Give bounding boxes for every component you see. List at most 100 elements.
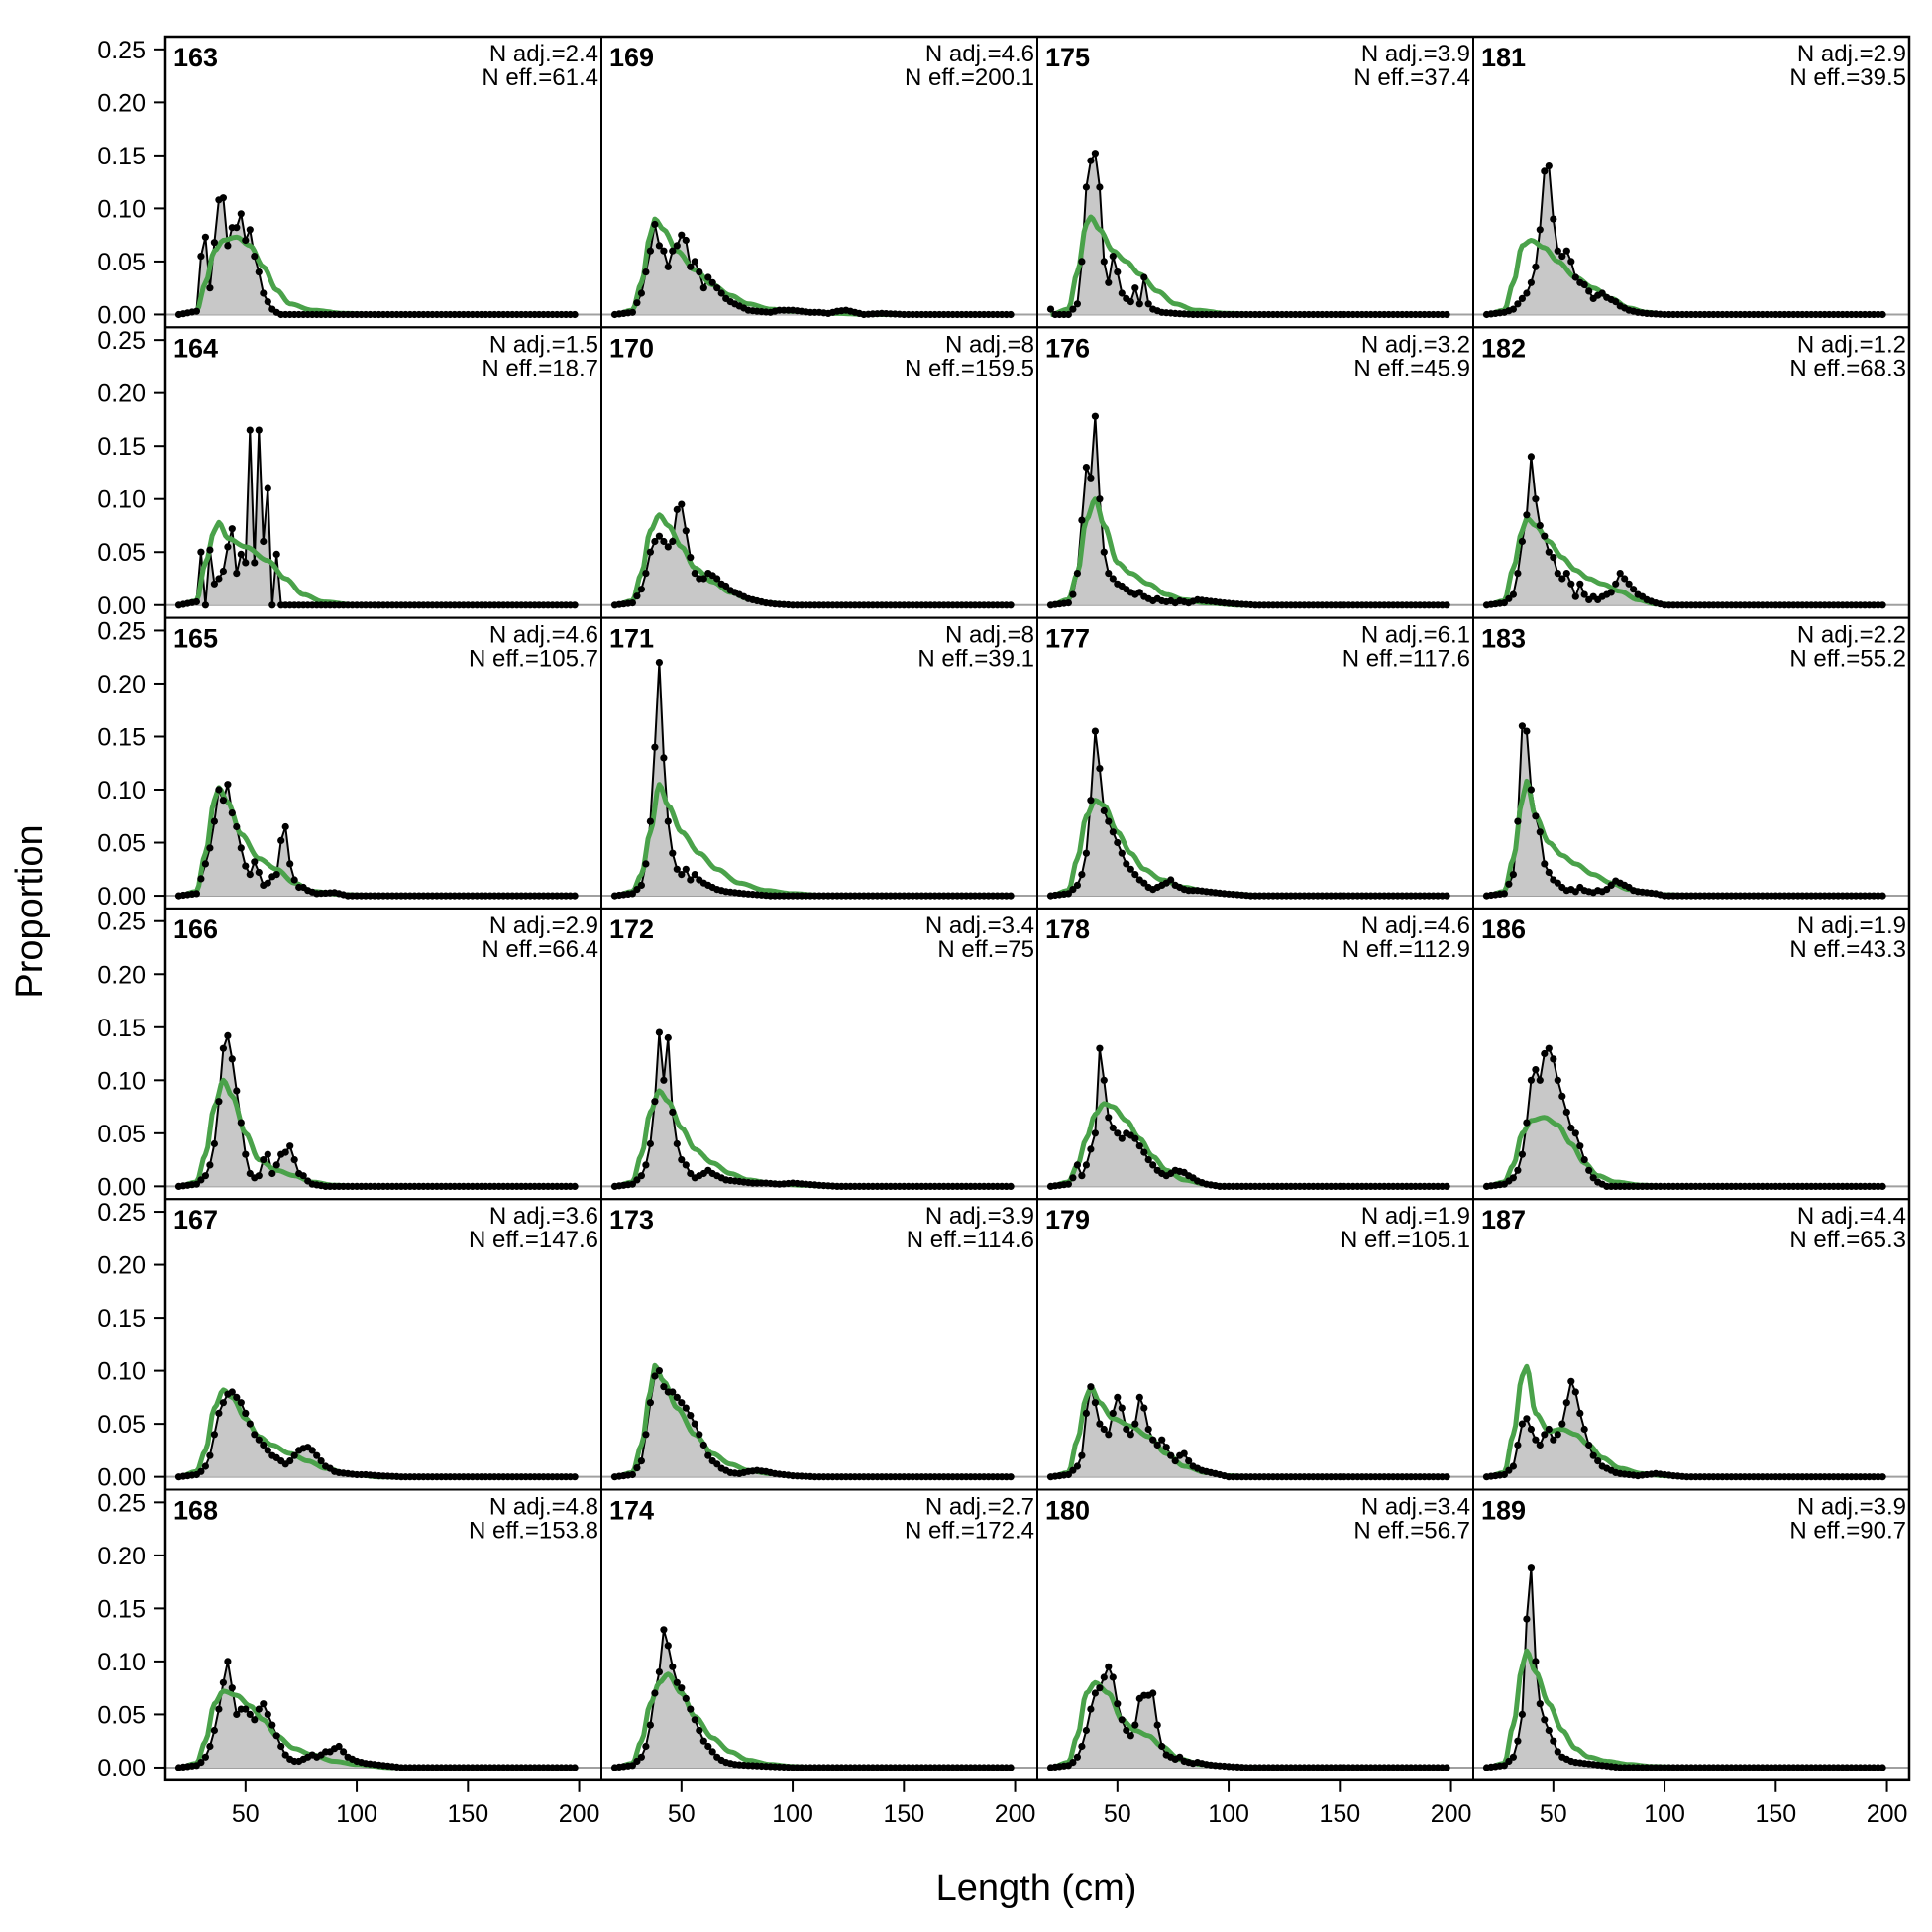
observed-area bbox=[1050, 1666, 1448, 1768]
observed-point bbox=[1131, 1721, 1139, 1729]
observed-point bbox=[1171, 1457, 1179, 1465]
observed-point bbox=[1153, 1441, 1161, 1449]
n-adj-label: N adj.=3.4 bbox=[1361, 1494, 1470, 1521]
observed-point bbox=[1118, 289, 1126, 297]
observed-point bbox=[664, 1642, 672, 1650]
observed-point bbox=[1514, 817, 1522, 825]
observed-point bbox=[682, 1694, 690, 1702]
observed-area bbox=[614, 224, 1012, 315]
observed-point bbox=[1523, 289, 1531, 297]
n-eff-label: N eff.=45.9 bbox=[1353, 355, 1470, 381]
observed-point bbox=[1167, 876, 1175, 884]
observed-point bbox=[1532, 1436, 1540, 1444]
observed-point bbox=[264, 1150, 271, 1158]
n-eff-label: N eff.=159.5 bbox=[905, 355, 1034, 381]
observed-point bbox=[281, 1148, 289, 1156]
observed-point bbox=[1096, 1044, 1104, 1052]
observed-point bbox=[1545, 1044, 1553, 1052]
observed-point bbox=[264, 298, 271, 306]
observed-point bbox=[1091, 727, 1099, 735]
observed-point bbox=[1091, 1399, 1099, 1407]
observed-point bbox=[1140, 879, 1148, 887]
n-adj-label: N adj.=2.9 bbox=[489, 912, 598, 939]
y-tick-label: 0.00 bbox=[97, 301, 146, 329]
observed-point bbox=[691, 1420, 698, 1428]
observed-point bbox=[201, 1462, 209, 1470]
observed-point bbox=[713, 284, 721, 292]
observed-point bbox=[655, 1668, 664, 1676]
observed-point bbox=[1585, 287, 1593, 295]
observed-point bbox=[1064, 890, 1072, 898]
observed-point bbox=[219, 567, 227, 576]
observed-point bbox=[281, 1751, 289, 1759]
panel-id-label: 174 bbox=[609, 1496, 654, 1526]
observed-point bbox=[1443, 1473, 1450, 1481]
x-axis-title: Length (cm) bbox=[936, 1868, 1137, 1909]
observed-point bbox=[1091, 412, 1099, 420]
y-tick-label: 0.25 bbox=[97, 1489, 146, 1517]
observed-area bbox=[1486, 165, 1883, 315]
observed-point bbox=[633, 592, 641, 600]
panel-id-label: 170 bbox=[609, 333, 654, 363]
observed-point bbox=[1514, 1166, 1522, 1174]
observed-point bbox=[1087, 1145, 1095, 1153]
panel-id-label: 182 bbox=[1481, 333, 1526, 363]
observed-point bbox=[1087, 157, 1095, 164]
observed-point bbox=[264, 1447, 271, 1454]
observed-point bbox=[664, 817, 672, 825]
observed-point bbox=[1554, 570, 1561, 578]
panel-181: 181 N adj.=2.9N eff.=39.5 bbox=[1472, 36, 1910, 329]
observed-point bbox=[1064, 310, 1072, 319]
panel-168: 168 N adj.=4.8N eff.=153.8 bbox=[164, 1488, 602, 1781]
n-eff-label: N eff.=56.7 bbox=[1353, 1518, 1470, 1545]
observed-point bbox=[1625, 580, 1633, 588]
observed-point bbox=[264, 879, 271, 887]
observed-point bbox=[1167, 1451, 1175, 1459]
panel-id-label: 178 bbox=[1045, 914, 1090, 944]
observed-point bbox=[246, 1420, 254, 1428]
observed-point bbox=[197, 548, 205, 556]
observed-point bbox=[1509, 1174, 1517, 1182]
y-tick-label: 0.00 bbox=[97, 592, 146, 620]
observed-point bbox=[233, 1087, 241, 1095]
observed-point bbox=[286, 860, 294, 868]
observed-point bbox=[1123, 1425, 1130, 1434]
observed-point bbox=[1576, 1409, 1584, 1417]
observed-point bbox=[1131, 284, 1139, 292]
observed-point bbox=[633, 886, 641, 894]
observed-point bbox=[251, 858, 259, 866]
observed-area bbox=[178, 1035, 576, 1187]
observed-point bbox=[655, 1028, 664, 1036]
observed-point bbox=[687, 554, 695, 562]
n-adj-label: N adj.=1.2 bbox=[1797, 331, 1906, 358]
observed-point bbox=[219, 1678, 227, 1686]
x-tick-label: 50 bbox=[1104, 1800, 1131, 1828]
n-eff-label: N eff.=75 bbox=[937, 936, 1034, 963]
observed-point bbox=[1585, 1441, 1593, 1449]
panel-id-label: 168 bbox=[173, 1496, 218, 1526]
observed-point bbox=[268, 1721, 276, 1729]
observed-point bbox=[687, 1412, 695, 1420]
observed-point bbox=[1878, 1764, 1886, 1771]
observed-point bbox=[1105, 1431, 1113, 1439]
y-tick-label: 0.15 bbox=[97, 1595, 146, 1623]
observed-point bbox=[1158, 1742, 1166, 1751]
observed-point bbox=[660, 1076, 668, 1084]
observed-point bbox=[655, 532, 664, 540]
observed-point bbox=[1149, 1436, 1157, 1444]
observed-point bbox=[642, 1431, 650, 1439]
observed-point bbox=[1505, 880, 1513, 888]
observed-point bbox=[1536, 1076, 1544, 1084]
observed-point bbox=[272, 550, 280, 559]
observed-point bbox=[1064, 1470, 1072, 1479]
observed-point bbox=[1878, 1473, 1886, 1481]
observed-point bbox=[1109, 828, 1117, 836]
observed-point bbox=[1532, 495, 1540, 503]
observed-point bbox=[215, 1705, 223, 1713]
observed-point bbox=[1541, 167, 1549, 175]
observed-point bbox=[1514, 1737, 1522, 1745]
panel-id-label: 183 bbox=[1481, 624, 1526, 654]
observed-point bbox=[242, 1705, 250, 1713]
observed-point bbox=[655, 659, 664, 667]
observed-point bbox=[633, 1176, 641, 1184]
